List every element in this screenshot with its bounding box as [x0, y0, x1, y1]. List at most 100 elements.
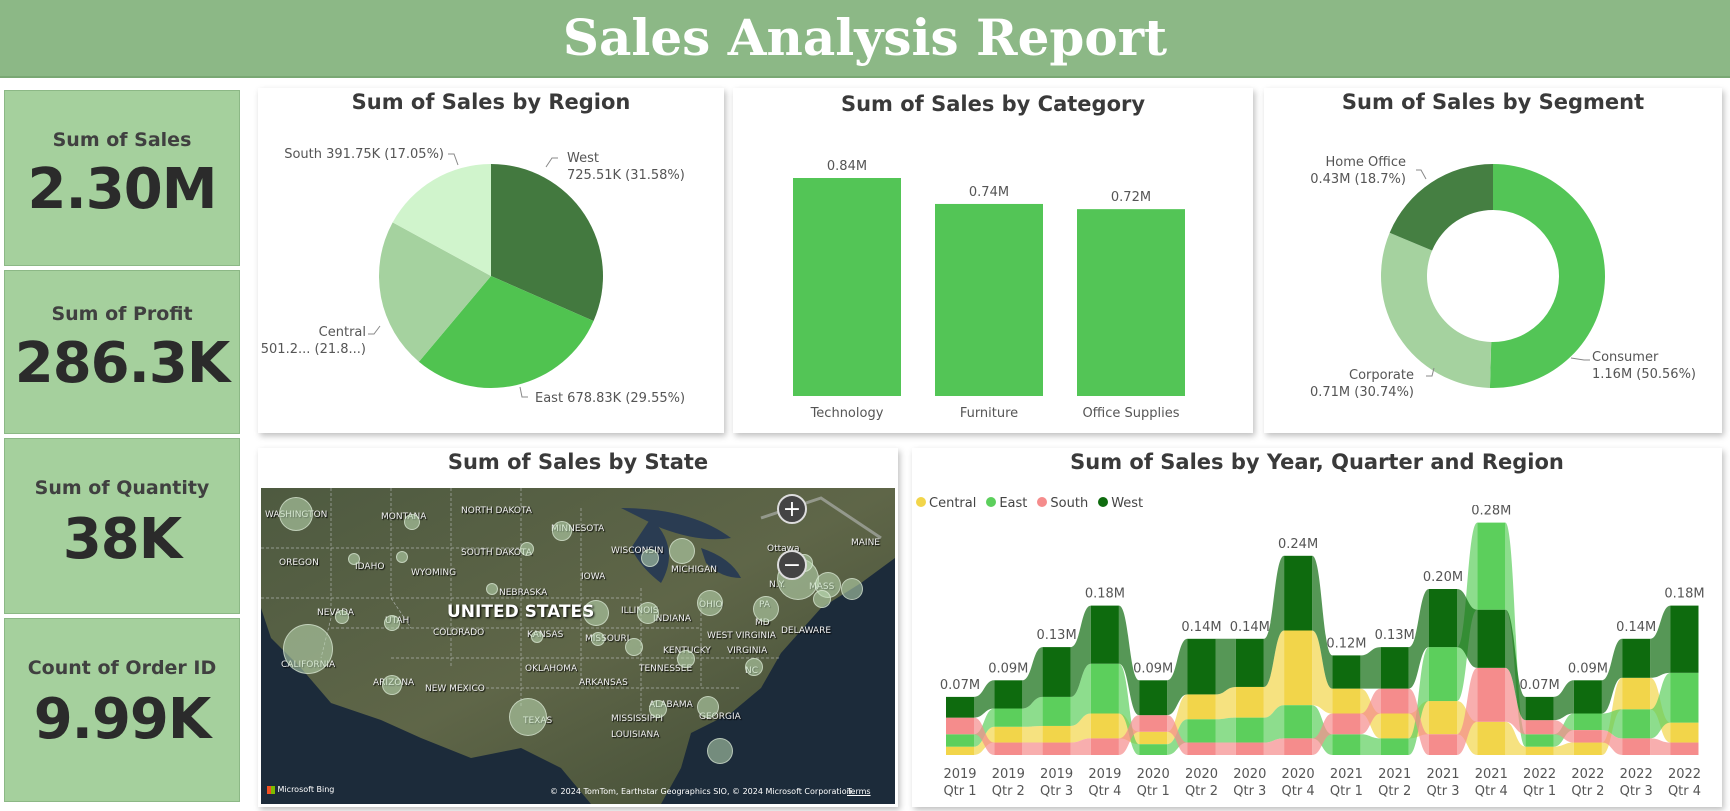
map-sales-bubble[interactable] [531, 631, 543, 643]
ribbon-segment-south[interactable] [1573, 730, 1602, 743]
satellite-map[interactable] [261, 488, 895, 804]
map-sales-bubble[interactable] [396, 551, 408, 563]
ribbon-west[interactable] [1167, 638, 1188, 716]
ribbon-segment-west[interactable] [1235, 638, 1264, 687]
pie-slice-west[interactable] [491, 164, 603, 322]
ribbon-south[interactable] [1312, 713, 1333, 756]
ribbon-east[interactable] [1070, 663, 1091, 726]
map-sales-bubble[interactable] [509, 698, 547, 736]
map-sales-bubble[interactable] [382, 675, 402, 695]
ribbon-segment-east[interactable] [1380, 738, 1409, 755]
map-sales-bubble[interactable] [697, 696, 719, 718]
ribbon-west[interactable] [1022, 647, 1043, 709]
map-sales-bubble[interactable] [384, 615, 400, 631]
ribbon-segment-east[interactable] [994, 708, 1023, 727]
kpi-card-profit[interactable]: Sum of Profit 286.3K [4, 270, 240, 434]
pie-slice-central[interactable] [379, 222, 491, 362]
ribbon-segment-west[interactable] [1187, 638, 1216, 695]
ribbon-segment-east[interactable] [1622, 709, 1651, 739]
ribbon-west[interactable] [1215, 638, 1236, 695]
map-sales-bubble[interactable] [697, 590, 723, 616]
donut-slice-corporate[interactable] [1381, 232, 1492, 388]
map-sales-bubble[interactable] [625, 638, 643, 656]
ribbon-segment-south[interactable] [946, 717, 974, 735]
ribbon-segment-central[interactable] [994, 726, 1023, 743]
ribbon-segment-south[interactable] [1284, 738, 1313, 755]
ribbon-central[interactable] [1022, 725, 1043, 743]
pie-slice-east[interactable] [418, 276, 594, 388]
ribbon-south[interactable] [1650, 738, 1671, 755]
map-sales-bubble[interactable] [841, 578, 863, 600]
ribbon-south[interactable] [1505, 667, 1526, 735]
ribbon-segment-west[interactable] [946, 696, 974, 718]
bar-furniture[interactable] [935, 203, 1043, 396]
ribbon-segment-west[interactable] [1139, 680, 1168, 716]
segment-donut-card[interactable]: Sum of Sales by Segment Consumer 1.16M (… [1264, 88, 1722, 433]
map-sales-bubble[interactable] [486, 583, 498, 595]
ribbon-east[interactable] [1650, 672, 1671, 739]
ribbon-segment-east[interactable] [1670, 672, 1699, 723]
ribbon-east[interactable] [1263, 705, 1285, 743]
ribbon-segment-west[interactable] [1622, 638, 1651, 678]
ribbon-segment-west[interactable] [1090, 605, 1119, 664]
ribbon-east[interactable] [974, 708, 995, 747]
ribbon-south[interactable] [1553, 720, 1574, 743]
state-map[interactable]: WASHINGTONMONTANANORTH DAKOTAMINNESOTAOR… [261, 488, 895, 804]
ribbon-segment-south[interactable] [1380, 688, 1409, 714]
ribbon-segment-west[interactable] [1429, 589, 1457, 648]
map-sales-bubble[interactable] [583, 600, 609, 626]
bar-office-supplies[interactable] [1077, 209, 1185, 396]
ribbon-segment-south[interactable] [1042, 742, 1071, 755]
ribbon-segment-east[interactable] [1429, 647, 1457, 702]
ribbon-east[interactable] [1505, 522, 1526, 747]
ribbon-segment-central[interactable] [1042, 725, 1071, 743]
ribbon-segment-central[interactable] [1235, 686, 1264, 718]
kpi-card-orders[interactable]: Count of Order ID 9.99K [4, 618, 240, 802]
ribbon-west[interactable] [1408, 589, 1429, 689]
map-sales-bubble[interactable] [649, 700, 667, 718]
ribbon-segment-south[interactable] [1429, 734, 1457, 755]
map-sales-bubble[interactable] [753, 596, 779, 622]
ribbon-segment-south[interactable] [1187, 742, 1216, 755]
ribbon-segment-west[interactable] [1332, 655, 1361, 689]
ribbon-west[interactable] [1263, 555, 1285, 687]
ribbon-segment-central[interactable] [1380, 713, 1409, 739]
map-sales-bubble[interactable] [677, 650, 695, 668]
legend-item-south[interactable]: South [1037, 496, 1088, 511]
ribbon-segment-south[interactable] [1235, 742, 1264, 755]
ribbon-west[interactable] [1553, 680, 1574, 721]
region-pie-card[interactable]: Sum of Sales by Region West 725.51K (31.… [258, 88, 724, 433]
ribbon-east[interactable] [1118, 663, 1140, 755]
ribbon-west[interactable] [1457, 589, 1478, 668]
ribbon-segment-east[interactable] [1573, 713, 1602, 731]
ribbon-segment-south[interactable] [1332, 713, 1361, 735]
category-bar-card[interactable]: Sum of Sales by Category 0.84M Technology… [733, 88, 1253, 433]
ribbon-segment-west[interactable] [1284, 555, 1313, 631]
pie-slice-south[interactable] [392, 164, 491, 276]
ribbon-segment-central[interactable] [1332, 688, 1361, 714]
map-sales-bubble[interactable] [591, 632, 605, 646]
kpi-card-quantity[interactable]: Sum of Quantity 38K [4, 438, 240, 614]
ribbon-south[interactable] [1070, 738, 1091, 755]
ribbon-segment-east[interactable] [1090, 663, 1119, 714]
ribbon-central[interactable] [1505, 721, 1526, 755]
ribbon-south[interactable] [1263, 738, 1285, 755]
ribbon-central[interactable] [1215, 686, 1236, 720]
ribbon-west[interactable] [1360, 647, 1381, 689]
ribbon-segment-south[interactable] [1139, 715, 1168, 732]
ribbon-segment-west[interactable] [1042, 647, 1071, 697]
ribbon-segment-south[interactable] [994, 742, 1023, 755]
ribbon-segment-south[interactable] [1622, 738, 1651, 755]
ribbon-south[interactable] [1457, 667, 1478, 755]
ribbon-south[interactable] [1167, 715, 1188, 755]
ribbon-west[interactable] [1070, 605, 1091, 697]
ribbon-segment-east[interactable] [1139, 744, 1168, 755]
ribbon-segment-central[interactable] [1139, 731, 1168, 745]
map-sales-bubble[interactable] [707, 738, 733, 764]
bar-technology[interactable] [793, 178, 901, 396]
ribbon-segment-east[interactable] [1332, 734, 1361, 755]
ribbon-south[interactable] [1601, 730, 1623, 755]
ribbon-west[interactable] [1118, 605, 1140, 716]
map-sales-bubble[interactable] [404, 514, 420, 530]
map-sales-bubble[interactable] [348, 553, 360, 565]
